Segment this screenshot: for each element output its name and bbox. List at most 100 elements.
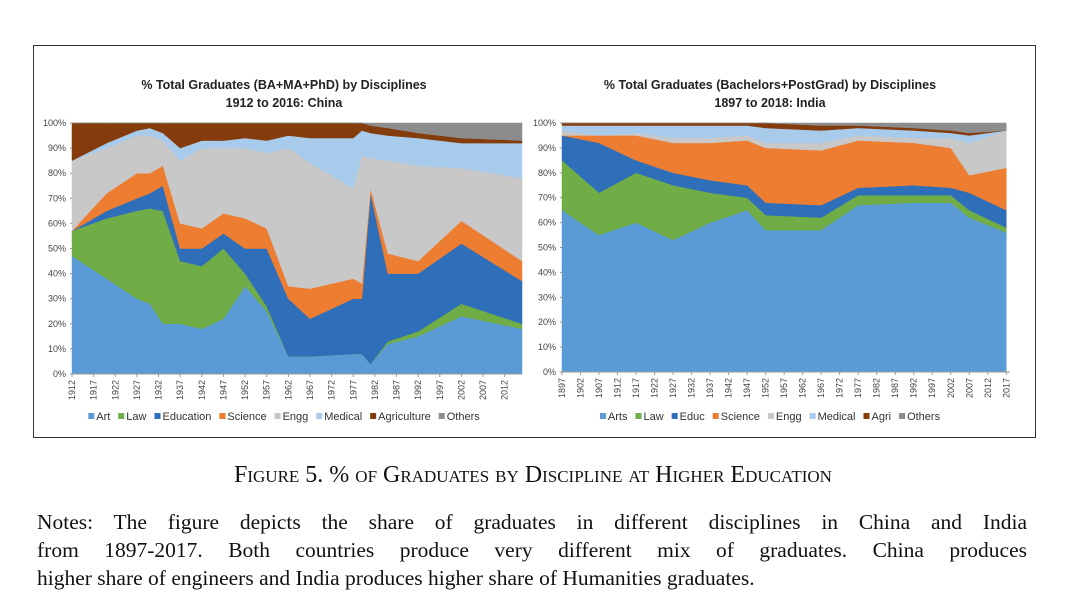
legend-swatch (88, 413, 95, 419)
legend-swatch (370, 413, 377, 419)
legend-label: Engg (776, 411, 802, 423)
x-tick-label: 1937 (705, 378, 715, 398)
x-tick-label: 1947 (218, 380, 228, 400)
legend-swatch (316, 413, 323, 419)
chart-subtitle: 1912 to 2016: China (226, 96, 344, 110)
x-tick-label: 1992 (413, 380, 423, 400)
y-tick-label: 30% (48, 294, 66, 304)
x-tick-label: 1982 (872, 378, 882, 398)
x-tick-label: 1947 (742, 378, 752, 398)
y-tick-label: 90% (538, 143, 556, 153)
y-tick-label: 0% (543, 367, 556, 377)
x-tick-label: 2002 (456, 380, 466, 400)
y-tick-label: 20% (538, 317, 556, 327)
legend-swatch (154, 413, 161, 419)
y-tick-label: 80% (538, 168, 556, 178)
chart-title: % Total Graduates (BA+MA+PhD) by Discipl… (141, 78, 426, 92)
notes-line: higher share of engineers and India prod… (37, 566, 755, 590)
x-tick-label: 1962 (798, 378, 808, 398)
legend-label: Arts (608, 411, 628, 423)
x-tick-label: 1942 (724, 378, 734, 398)
x-tick-label: 1927 (668, 378, 678, 398)
legend-label: Others (447, 411, 481, 423)
legend-swatch (671, 413, 678, 419)
x-tick-label: 1987 (392, 380, 402, 400)
y-tick-label: 30% (538, 292, 556, 302)
x-tick-label: 1937 (175, 380, 185, 400)
y-tick-label: 60% (538, 218, 556, 228)
x-tick-label: 2012 (500, 380, 510, 400)
x-tick-label: 1997 (927, 378, 937, 398)
x-tick-label: 1912 (613, 378, 623, 398)
y-tick-label: 100% (43, 118, 66, 128)
legend-swatch (809, 413, 816, 419)
legend-label: Science (721, 411, 760, 423)
legend: Art Law Education Science Engg Medical Agricul… (88, 411, 480, 423)
x-tick-label: 2007 (964, 378, 974, 398)
x-tick-label: 1907 (594, 378, 604, 398)
x-tick-label: 1992 (909, 378, 919, 398)
x-tick-label: 2017 (1001, 378, 1011, 398)
legend-swatch (599, 413, 606, 419)
legend-label: Law (126, 411, 146, 423)
figure: % Total Graduates (BA+MA+PhD) by Discipl… (33, 45, 1036, 438)
legend-label: Law (643, 411, 663, 423)
x-tick-label: 1957 (262, 380, 272, 400)
legend-swatch (274, 413, 281, 419)
y-tick-label: 0% (53, 369, 66, 379)
x-tick-label: 2007 (478, 380, 488, 400)
legend-label: Others (907, 411, 941, 423)
legend-label: Educ (680, 411, 706, 423)
legend-label: Agriculture (378, 411, 431, 423)
y-tick-label: 40% (538, 267, 556, 277)
legend-swatch (899, 413, 906, 419)
area-band (562, 122, 1007, 134)
y-tick-label: 90% (48, 143, 66, 153)
y-tick-label: 70% (538, 193, 556, 203)
x-tick-label: 1972 (327, 380, 337, 400)
x-tick-label: 1922 (110, 380, 120, 400)
legend-swatch (767, 413, 774, 419)
x-tick-label: 1917 (89, 380, 99, 400)
notes-line: Notes: The figure depicts the share of g… (37, 510, 1027, 534)
x-tick-label: 1932 (687, 378, 697, 398)
x-tick-label: 1952 (240, 380, 250, 400)
x-tick-label: 2012 (983, 378, 993, 398)
x-tick-label: 1912 (67, 380, 77, 400)
legend-label: Engg (283, 411, 309, 423)
x-tick-label: 1967 (305, 380, 315, 400)
legend-label: Art (96, 411, 110, 423)
x-tick-label: 1977 (853, 378, 863, 398)
x-tick-label: 1957 (779, 378, 789, 398)
x-tick-label: 2002 (946, 378, 956, 398)
y-tick-label: 10% (538, 342, 556, 352)
x-tick-label: 1987 (890, 378, 900, 398)
legend-swatch (219, 413, 226, 419)
caption: Figure 5. % of Graduates by Discipline a… (234, 462, 832, 488)
x-tick-label: 1942 (197, 380, 207, 400)
legend-swatch (712, 413, 719, 419)
x-tick-label: 1967 (816, 378, 826, 398)
legend-label: Science (227, 411, 266, 423)
x-tick-label: 1977 (348, 380, 358, 400)
legend-swatch (438, 413, 445, 419)
legend-label: Medical (818, 411, 856, 423)
legend-label: Education (162, 411, 211, 423)
x-tick-label: 1982 (370, 380, 380, 400)
x-tick-label: 1972 (835, 378, 845, 398)
x-tick-label: 1952 (761, 378, 771, 398)
x-tick-label: 1997 (435, 380, 445, 400)
x-tick-label: 1932 (154, 380, 164, 400)
legend-label: Agri (872, 411, 892, 423)
x-tick-label: 1962 (283, 380, 293, 400)
legend-swatch (863, 413, 870, 419)
x-tick-label: 1902 (576, 378, 586, 398)
legend: Arts Law Educ Science Engg Medical Agri Others (599, 411, 941, 423)
y-tick-label: 10% (48, 344, 66, 354)
legend-swatch (635, 413, 642, 419)
x-tick-label: 1917 (631, 378, 641, 398)
notes-line: from 1897-2017. Both countries produce v… (37, 538, 1027, 562)
y-tick-label: 50% (48, 244, 66, 254)
y-tick-label: 70% (48, 193, 66, 203)
